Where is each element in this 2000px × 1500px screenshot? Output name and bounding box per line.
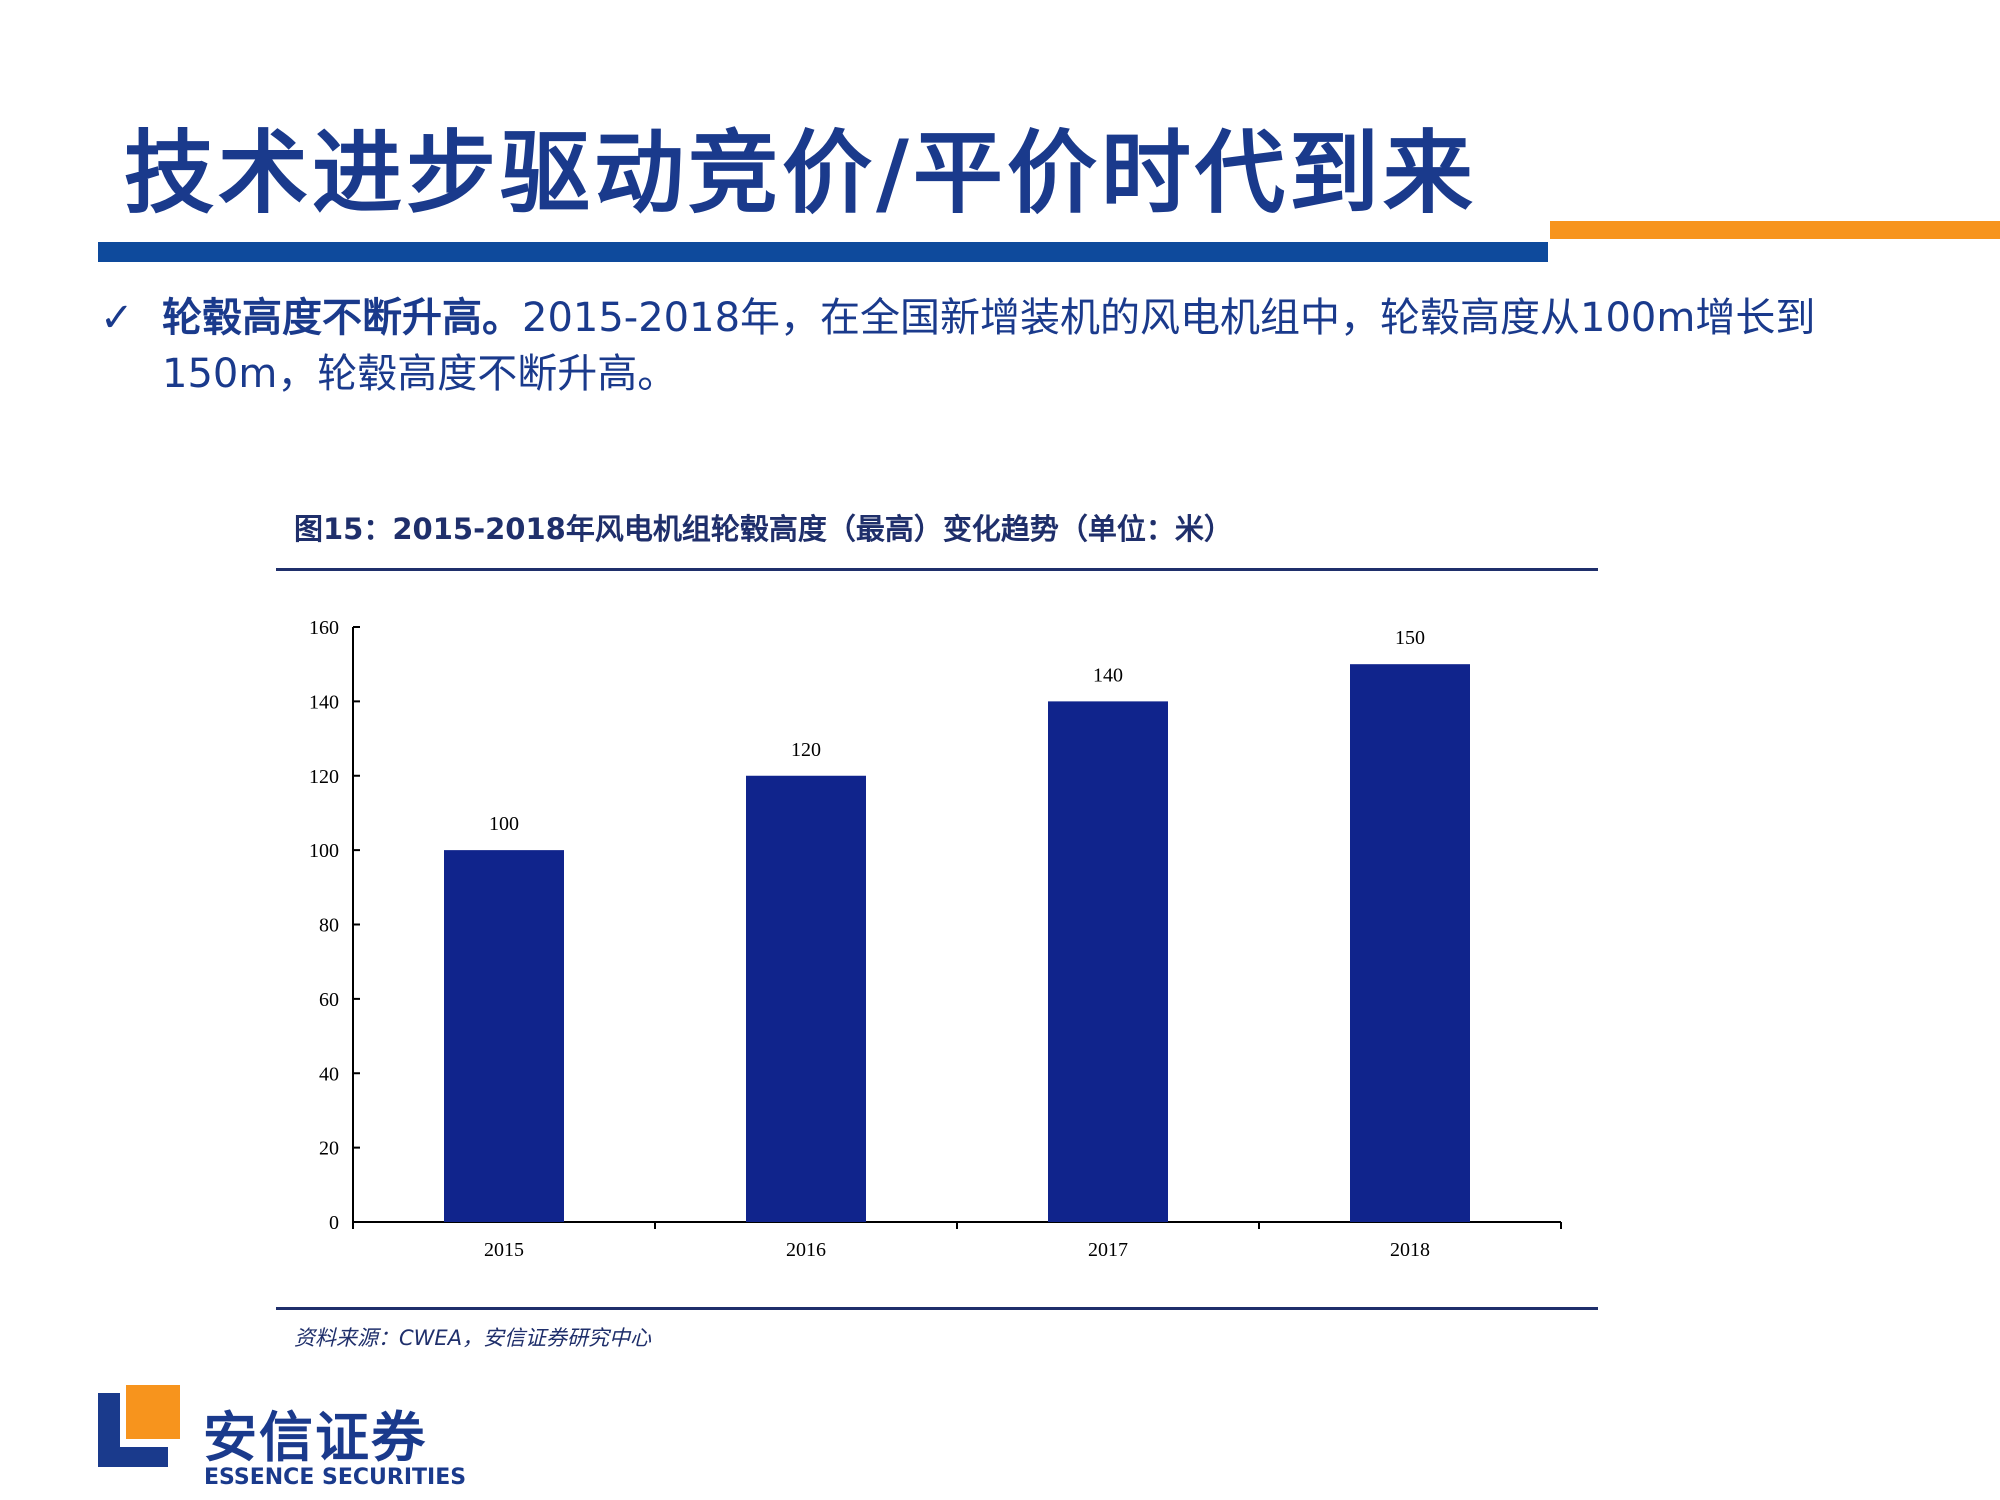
logo-text-cn: 安信证券 [203,1406,427,1469]
bullet-body: 2015-2018年，在全国新增装机的风电机组中，轮毂高度从100m增长到150… [162,295,1816,397]
y-tick-label: 160 [309,617,339,639]
bar-2015 [444,850,564,1222]
chart-bottom-rule [276,1307,1598,1310]
x-tick-label-2018: 2018 [1390,1239,1430,1261]
slide-title: 技术进步驱动竞价/平价时代到来 [124,120,1477,226]
bar-2016 [746,775,866,1222]
y-tick-label: 20 [319,1138,339,1160]
bullet-point: ✓ 轮毂高度不断升高。2015-2018年，在全国新增装机的风电机组中，轮毂高度… [100,290,1900,402]
header-orange-rule [1550,221,2000,239]
y-tick-label: 0 [329,1212,339,1234]
source-note: 资料来源：CWEA，安信证券研究中心 [294,1326,652,1350]
y-tick-label: 100 [309,840,339,862]
y-tick-label: 140 [309,691,339,713]
header-blue-rule [98,242,1548,262]
checkmark-icon: ✓ [100,295,134,341]
data-label-2016: 120 [791,739,821,761]
data-label-2015: 100 [489,813,519,835]
y-tick-label: 40 [319,1063,339,1085]
y-tick-label: 80 [319,915,339,937]
y-tick-label: 60 [319,989,339,1011]
bar-chart: 0 20 40 60 80 100 120 140 160 100 2015 120 2016 140 20… [309,617,1562,1261]
data-label-2018: 150 [1395,627,1425,649]
company-logo: 安信证券 ESSENCE SECURITIES [98,1385,528,1500]
bullet-lead: 轮毂高度不断升高。 [162,295,522,341]
bullet-text: 轮毂高度不断升高。2015-2018年，在全国新增装机的风电机组中，轮毂高度从1… [162,290,1900,402]
logo-mark-icon [98,1385,180,1467]
logo-text-en: ESSENCE SECURITIES [204,1465,467,1490]
chart-title: 图15：2015-2018年风电机组轮毂高度（最高）变化趋势（单位：米） [294,512,1233,546]
x-tick-label-2015: 2015 [484,1239,524,1261]
x-tick-label-2017: 2017 [1088,1239,1128,1261]
chart-top-rule [276,568,1598,571]
bar-2018 [1350,664,1470,1222]
x-tick-label-2016: 2016 [786,1239,826,1261]
data-label-2017: 140 [1093,664,1123,686]
bar-2017 [1048,701,1168,1222]
y-tick-label: 120 [309,766,339,788]
